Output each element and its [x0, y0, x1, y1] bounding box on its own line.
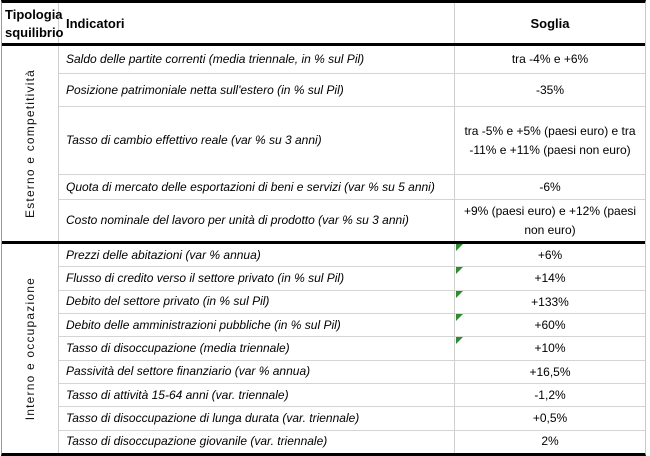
threshold-value: -35% [535, 82, 564, 97]
indicator-cell: Tasso di disoccupazione (media triennale… [59, 337, 455, 360]
table-row: Tasso di attività 15-64 anni (var. trien… [59, 383, 645, 408]
indicator-cell: Posizione patrimoniale netta sull'estero… [59, 74, 455, 106]
section-label-cell: Esterno e competitività [2, 46, 59, 241]
threshold-value: -6% [539, 179, 561, 194]
section-label: Interno e occupazione [23, 276, 37, 421]
threshold-value: -1,2% [534, 387, 566, 402]
section-rows: Prezzi delle abitazioni (var % annua) +6%… [59, 244, 645, 453]
indicator-cell: Quota di mercato delle esportazioni di b… [59, 175, 455, 199]
table-row: Passività del settore finanziario (var %… [59, 360, 645, 384]
threshold-value: tra -4% e +6% [511, 52, 589, 67]
threshold-value: +0,5% [532, 411, 568, 426]
green-corner-triangle-icon [456, 244, 463, 251]
table-row: Tasso di disoccupazione di lunga durata … [59, 407, 645, 431]
indicator-cell: Passività del settore finanziario (var %… [59, 360, 455, 383]
threshold-cell: tra -5% e +5% (paesi euro) e tra -11% e … [455, 107, 645, 174]
table-row: Flusso di credito verso il settore priva… [59, 267, 645, 291]
threshold-value: +16,5% [529, 364, 571, 379]
header-tipologia-squilibrio: Tipologia squilibrio [2, 3, 64, 43]
threshold-value: +10% [534, 341, 566, 356]
indicator-cell: Debito delle amministrazioni pubbliche (… [59, 313, 455, 337]
indicator-cell: Flusso di credito verso il settore priva… [59, 267, 455, 290]
threshold-value: +133% [531, 294, 569, 309]
table-header-row: Tipologia squilibrio Indicatori Soglia [2, 3, 645, 46]
threshold-cell: -6% [455, 175, 645, 199]
header-soglia: Soglia [530, 15, 570, 31]
section-rows: Saldo delle partite correnti (media trie… [59, 46, 645, 241]
threshold-cell: +6% [455, 244, 645, 266]
indicator-cell: Tasso di disoccupazione giovanile (var. … [59, 430, 455, 453]
indicator-cell: Prezzi delle abitazioni (var % annua) [59, 244, 455, 267]
table-row: Prezzi delle abitazioni (var % annua) +6% [59, 244, 645, 268]
threshold-cell: -1,2% [455, 384, 645, 406]
threshold-cell: tra -4% e +6% [455, 46, 645, 73]
indicator-cell: Debito del settore privato (in % sul Pil… [59, 290, 455, 313]
table-row: Tasso di disoccupazione giovanile (var. … [59, 430, 645, 453]
section-esterno: Esterno e competitività Saldo delle parti… [2, 46, 645, 241]
section-label-cell: Interno e occupazione [2, 244, 59, 453]
threshold-value: +14% [534, 271, 566, 286]
threshold-value: +6% [537, 247, 563, 262]
indicator-cell: Tasso di attività 15-64 anni (var. trien… [59, 383, 455, 407]
table-row: Saldo delle partite correnti (media trie… [59, 46, 645, 74]
threshold-cell: +10% [455, 337, 645, 359]
header-indicatori: Indicatori [59, 3, 455, 43]
threshold-cell: +0,5% [455, 407, 645, 429]
table-body: Esterno e competitività Saldo delle parti… [2, 46, 645, 453]
threshold-cell: +60% [455, 313, 645, 336]
table-row: Posizione patrimoniale netta sull'estero… [59, 74, 645, 107]
threshold-cell: 2% [455, 431, 645, 453]
indicator-cell: Tasso di cambio effettivo reale (var % s… [59, 107, 455, 174]
threshold-cell: +133% [455, 290, 645, 313]
threshold-value: +60% [534, 317, 566, 332]
table-row: Costo nominale del lavoro per unità di p… [59, 200, 645, 241]
table-row: Debito delle amministrazioni pubbliche (… [59, 313, 645, 338]
threshold-value: tra -5% e +5% (paesi euro) e tra -11% e … [464, 123, 636, 157]
threshold-value: 2% [541, 434, 559, 449]
threshold-value: +9% (paesi euro) e +12% (paesi non euro) [463, 203, 637, 237]
section-label: Esterno e competitività [23, 69, 37, 218]
indicator-cell: Tasso di disoccupazione di lunga durata … [59, 407, 455, 430]
green-corner-triangle-icon [456, 313, 463, 321]
threshold-cell: +9% (paesi euro) e +12% (paesi non euro) [455, 200, 645, 241]
table-row: Debito del settore privato (in % sul Pil… [59, 290, 645, 314]
table-row: Tasso di disoccupazione (media triennale… [59, 337, 645, 361]
indicator-cell: Costo nominale del lavoro per unità di p… [59, 200, 455, 241]
green-corner-triangle-icon [456, 267, 463, 275]
green-corner-triangle-icon [456, 337, 463, 345]
green-corner-triangle-icon [456, 290, 463, 298]
threshold-cell: -35% [455, 74, 645, 106]
indicator-cell: Saldo delle partite correnti (media trie… [59, 46, 455, 73]
threshold-cell: +14% [455, 267, 645, 289]
table-row: Tasso di cambio effettivo reale (var % s… [59, 107, 645, 175]
threshold-cell: +16,5% [455, 361, 645, 383]
section-interno: Interno e occupazione Prezzi delle abitaz… [2, 241, 645, 453]
table-row: Quota di mercato delle esportazioni di b… [59, 175, 645, 200]
